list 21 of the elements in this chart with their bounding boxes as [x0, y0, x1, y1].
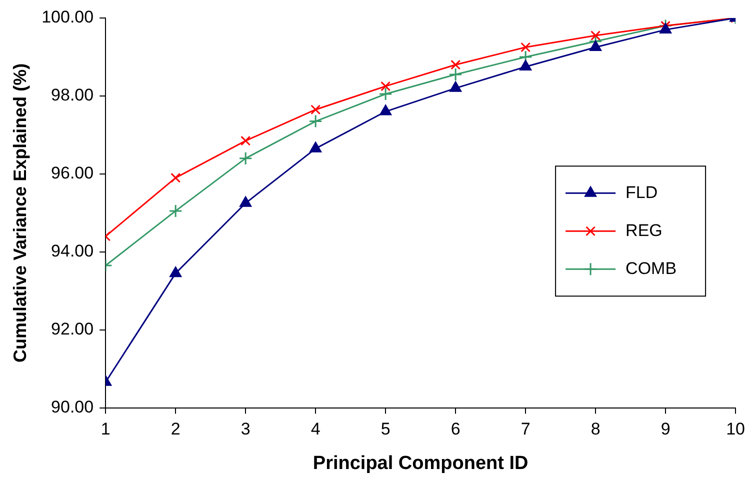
x-tick-label: 2	[170, 420, 180, 439]
x-tick-label: 1	[100, 420, 110, 439]
y-tick-label: 94.00	[51, 242, 94, 261]
x-tick-label: 9	[660, 420, 670, 439]
legend-label: COMB	[626, 258, 677, 278]
x-tick-label: 6	[450, 420, 460, 439]
y-tick-label: 90.00	[51, 397, 94, 416]
y-axis-title: Cumulative Variance Explained (%)	[10, 63, 30, 362]
y-tick-label: 98.00	[51, 86, 94, 105]
y-tick-label: 96.00	[51, 164, 94, 183]
x-axis-title: Principal Component ID	[312, 452, 528, 474]
y-tick-label: 100.00	[42, 8, 94, 27]
y-tick-label: 92.00	[51, 320, 94, 339]
x-tick-label: 3	[240, 420, 250, 439]
x-tick-label: 8	[590, 420, 600, 439]
x-tick-label: 5	[380, 420, 390, 439]
x-tick-label: 4	[310, 420, 320, 439]
legend-label: FLD	[626, 182, 658, 202]
legend-label: REG	[626, 220, 662, 240]
x-tick-label: 7	[520, 420, 530, 439]
x-tick-label: 10	[726, 420, 746, 439]
